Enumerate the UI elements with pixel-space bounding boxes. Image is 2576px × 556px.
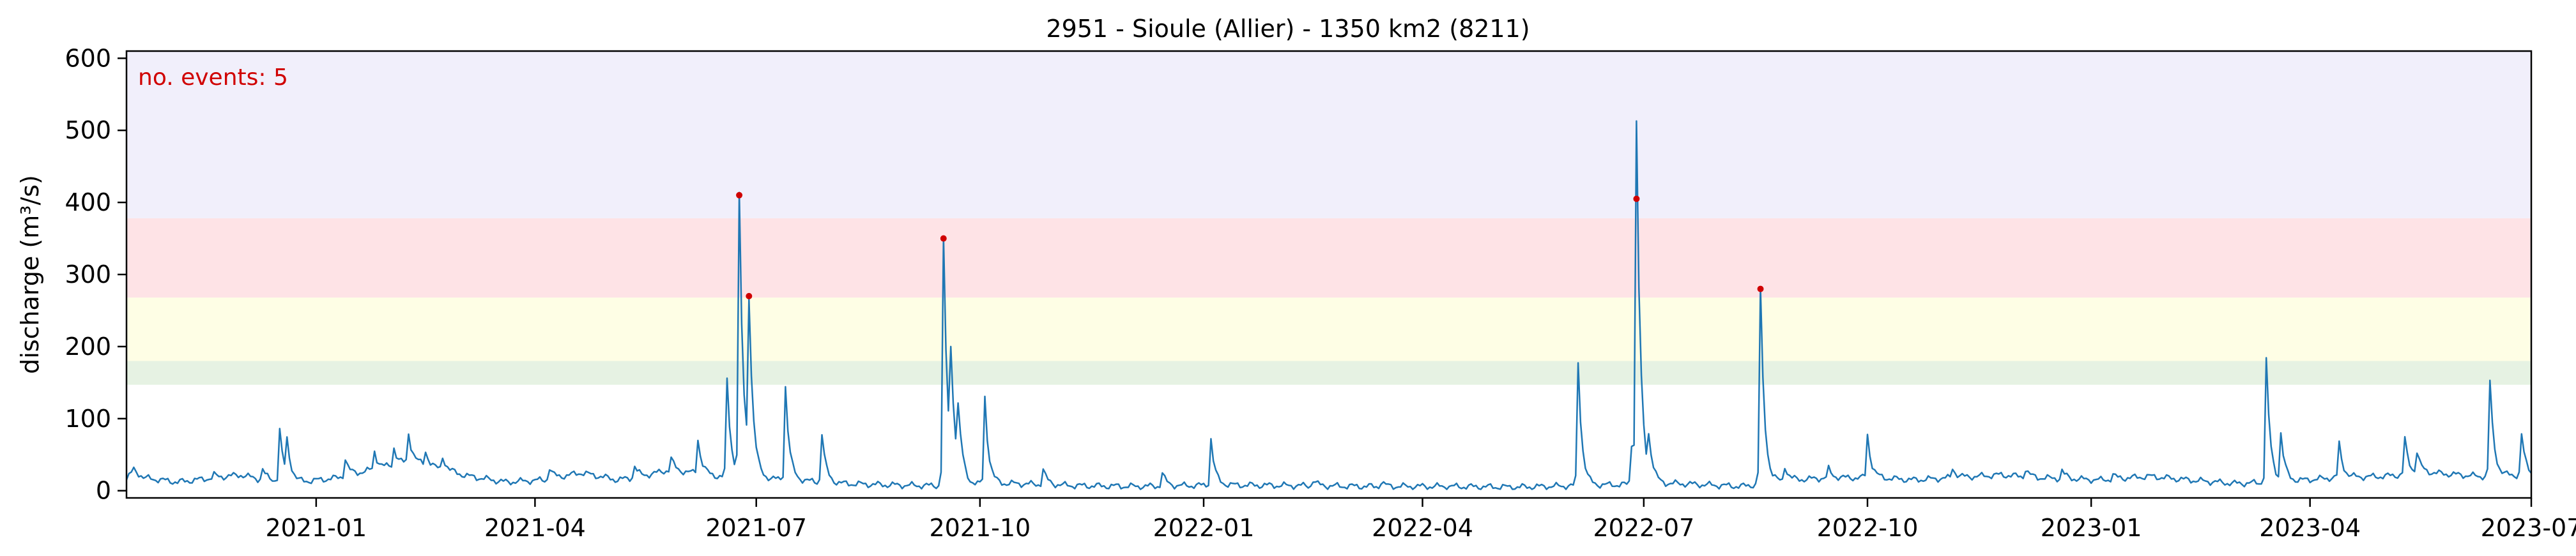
x-tick-label: 2022-10 — [1817, 514, 1919, 542]
threshold-band — [126, 218, 2531, 298]
y-tick-label: 100 — [65, 405, 111, 433]
chart-title: 2951 - Sioule (Allier) - 1350 km2 (8211) — [1046, 15, 1529, 43]
events-count-annotation: no. events: 5 — [138, 64, 288, 91]
x-tick-label: 2022-07 — [1593, 514, 1694, 542]
threshold-band — [126, 361, 2531, 385]
event-marker — [746, 292, 753, 299]
event-markers — [736, 192, 1764, 299]
event-marker — [736, 192, 743, 199]
event-marker — [1633, 195, 1640, 202]
x-axis: 2021-01 2021-04 2021-07 2021-10 2022-01 2022-… — [265, 498, 2576, 542]
discharge-line — [125, 120, 2532, 490]
x-tick-label: 2021-01 — [265, 514, 367, 542]
event-marker — [940, 235, 947, 242]
y-tick-label: 600 — [65, 44, 111, 72]
y-axis-label: discharge (m³/s) — [16, 175, 44, 374]
y-tick-label: 300 — [65, 260, 111, 289]
x-tick-label: 2021-07 — [705, 514, 807, 542]
x-tick-label: 2021-04 — [484, 514, 586, 542]
event-marker — [1757, 285, 1764, 292]
y-axis: 0 100 200 300 400 500 600 — [65, 44, 126, 505]
x-tick-label: 2023-01 — [2041, 514, 2142, 542]
y-tick-label: 400 — [65, 188, 111, 216]
x-tick-label: 2023-04 — [2259, 514, 2361, 542]
x-tick-label: 2022-04 — [1372, 514, 1473, 542]
y-tick-label: 0 — [96, 477, 111, 505]
x-tick-label: 2023-07 — [2481, 514, 2576, 542]
y-tick-label: 500 — [65, 116, 111, 144]
threshold-bands — [126, 51, 2531, 385]
discharge-series — [125, 120, 2532, 490]
x-tick-label: 2021-10 — [929, 514, 1031, 542]
y-tick-label: 200 — [65, 333, 111, 361]
x-tick-label: 2022-01 — [1153, 514, 1255, 542]
threshold-band — [126, 297, 2531, 361]
threshold-band — [126, 51, 2531, 218]
